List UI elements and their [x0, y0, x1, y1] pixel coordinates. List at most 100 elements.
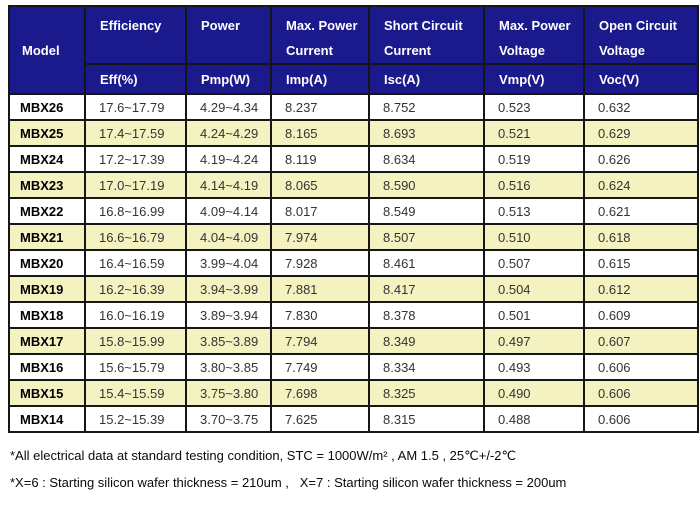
table-body: MBX26 17.6~17.79 4.29~4.34 8.237 8.752 0.523 0… — [8, 93, 699, 433]
eff-cell: 15.2~15.39 — [84, 405, 187, 433]
isc-cell: 8.325 — [368, 379, 485, 407]
column-header-short-circuit-current: Short Circuit Current — [368, 5, 485, 65]
column-header-label: Open Circuit — [599, 18, 678, 33]
vmp-cell: 0.516 — [483, 171, 585, 199]
column-header-label: Efficiency — [100, 18, 162, 33]
column-header-label: Current — [286, 43, 333, 58]
table-row: MBX21 16.6~16.79 4.04~4.09 7.974 8.507 0.510 0… — [8, 223, 699, 251]
imp-cell: 7.974 — [270, 223, 370, 251]
isc-cell: 8.417 — [368, 275, 485, 303]
imp-cell: 7.830 — [270, 301, 370, 329]
eff-cell: 16.0~16.19 — [84, 301, 187, 329]
table-header: Model Efficiency Power Max. Power Curren… — [8, 5, 699, 95]
pmp-cell: 4.24~4.29 — [185, 119, 272, 147]
footnote-wafer-thickness: *X=6 : Starting silicon wafer thickness … — [10, 475, 567, 490]
table-row: MBX24 17.2~17.39 4.19~4.24 8.119 8.634 0.519 0… — [8, 145, 699, 173]
model-cell: MBX15 — [8, 379, 86, 407]
pmp-cell: 4.19~4.24 — [185, 145, 272, 173]
isc-cell: 8.461 — [368, 249, 485, 277]
column-header-model: Model — [8, 5, 86, 95]
column-unit-vmp: Vmp(V) — [483, 63, 585, 95]
header-row-groups: Model Efficiency Power Max. Power Curren… — [8, 5, 699, 95]
model-cell: MBX18 — [8, 301, 86, 329]
table-row: MBX23 17.0~17.19 4.14~4.19 8.065 8.590 0.516 0… — [8, 171, 699, 199]
voc-cell: 0.615 — [583, 249, 699, 277]
spec-table: Model Efficiency Power Max. Power Curren… — [8, 5, 699, 433]
imp-cell: 7.749 — [270, 353, 370, 381]
model-cell: MBX26 — [8, 93, 86, 121]
eff-cell: 16.6~16.79 — [84, 223, 187, 251]
column-header-label — [201, 38, 270, 63]
pmp-cell: 3.94~3.99 — [185, 275, 272, 303]
voc-cell: 0.632 — [583, 93, 699, 121]
column-unit-voc: Voc(V) — [583, 63, 699, 95]
table-row: MBX18 16.0~16.19 3.89~3.94 7.830 8.378 0.501 0… — [8, 301, 699, 329]
isc-cell: 8.349 — [368, 327, 485, 355]
eff-cell: 16.2~16.39 — [84, 275, 187, 303]
model-cell: MBX19 — [8, 275, 86, 303]
pmp-cell: 4.04~4.09 — [185, 223, 272, 251]
pmp-cell: 3.89~3.94 — [185, 301, 272, 329]
pmp-cell: 3.80~3.85 — [185, 353, 272, 381]
column-header-max-power-voltage: Max. Power Voltage — [483, 5, 585, 65]
column-unit-imp: Imp(A) — [270, 63, 370, 95]
column-header-label: Current — [384, 43, 431, 58]
vmp-cell: 0.510 — [483, 223, 585, 251]
column-header-label: Voltage — [499, 43, 545, 58]
isc-cell: 8.334 — [368, 353, 485, 381]
eff-cell: 17.2~17.39 — [84, 145, 187, 173]
voc-cell: 0.606 — [583, 379, 699, 407]
voc-cell: 0.621 — [583, 197, 699, 225]
eff-cell: 16.8~16.99 — [84, 197, 187, 225]
model-cell: MBX22 — [8, 197, 86, 225]
imp-cell: 8.237 — [270, 93, 370, 121]
column-header-label — [100, 38, 185, 63]
column-header-max-power-current: Max. Power Current — [270, 5, 370, 65]
pmp-cell: 3.85~3.89 — [185, 327, 272, 355]
isc-cell: 8.507 — [368, 223, 485, 251]
vmp-cell: 0.513 — [483, 197, 585, 225]
eff-cell: 17.6~17.79 — [84, 93, 187, 121]
eff-cell: 15.8~15.99 — [84, 327, 187, 355]
footnote-stc: *All electrical data at standard testing… — [10, 448, 517, 463]
isc-cell: 8.549 — [368, 197, 485, 225]
column-unit-pmp: Pmp(W) — [185, 63, 272, 95]
isc-cell: 8.315 — [368, 405, 485, 433]
vmp-cell: 0.519 — [483, 145, 585, 173]
voc-cell: 0.629 — [583, 119, 699, 147]
column-header-label: Voltage — [599, 43, 645, 58]
model-cell: MBX14 — [8, 405, 86, 433]
model-cell: MBX20 — [8, 249, 86, 277]
imp-cell: 8.119 — [270, 145, 370, 173]
voc-cell: 0.626 — [583, 145, 699, 173]
isc-cell: 8.634 — [368, 145, 485, 173]
voc-cell: 0.624 — [583, 171, 699, 199]
voc-cell: 0.607 — [583, 327, 699, 355]
column-header-label: Short Circuit — [384, 18, 463, 33]
table-row: MBX14 15.2~15.39 3.70~3.75 7.625 8.315 0.488 0… — [8, 405, 699, 433]
imp-cell: 7.881 — [270, 275, 370, 303]
vmp-cell: 0.501 — [483, 301, 585, 329]
eff-cell: 17.4~17.59 — [84, 119, 187, 147]
vmp-cell: 0.523 — [483, 93, 585, 121]
table-row: MBX15 15.4~15.59 3.75~3.80 7.698 8.325 0.490 0… — [8, 379, 699, 407]
vmp-cell: 0.507 — [483, 249, 585, 277]
vmp-cell: 0.493 — [483, 353, 585, 381]
imp-cell: 7.928 — [270, 249, 370, 277]
vmp-cell: 0.490 — [483, 379, 585, 407]
pmp-cell: 4.09~4.14 — [185, 197, 272, 225]
column-unit-eff: Eff(%) — [84, 63, 187, 95]
header-row-units: Eff(%) Pmp(W) Imp(A) Isc(A) Vmp(V) Voc(V… — [9, 63, 699, 95]
column-header-open-circuit-voltage: Open Circuit Voltage — [583, 5, 699, 65]
table-row: MBX25 17.4~17.59 4.24~4.29 8.165 8.693 0.521 0… — [8, 119, 699, 147]
isc-cell: 8.378 — [368, 301, 485, 329]
table-row: MBX22 16.8~16.99 4.09~4.14 8.017 8.549 0.513 0… — [8, 197, 699, 225]
table-row: MBX19 16.2~16.39 3.94~3.99 7.881 8.417 0.504 0… — [8, 275, 699, 303]
pmp-cell: 3.75~3.80 — [185, 379, 272, 407]
vmp-cell: 0.497 — [483, 327, 585, 355]
eff-cell: 17.0~17.19 — [84, 171, 187, 199]
pmp-cell: 3.99~4.04 — [185, 249, 272, 277]
vmp-cell: 0.488 — [483, 405, 585, 433]
pmp-cell: 3.70~3.75 — [185, 405, 272, 433]
table-row: MBX20 16.4~16.59 3.99~4.04 7.928 8.461 0.507 0… — [8, 249, 699, 277]
